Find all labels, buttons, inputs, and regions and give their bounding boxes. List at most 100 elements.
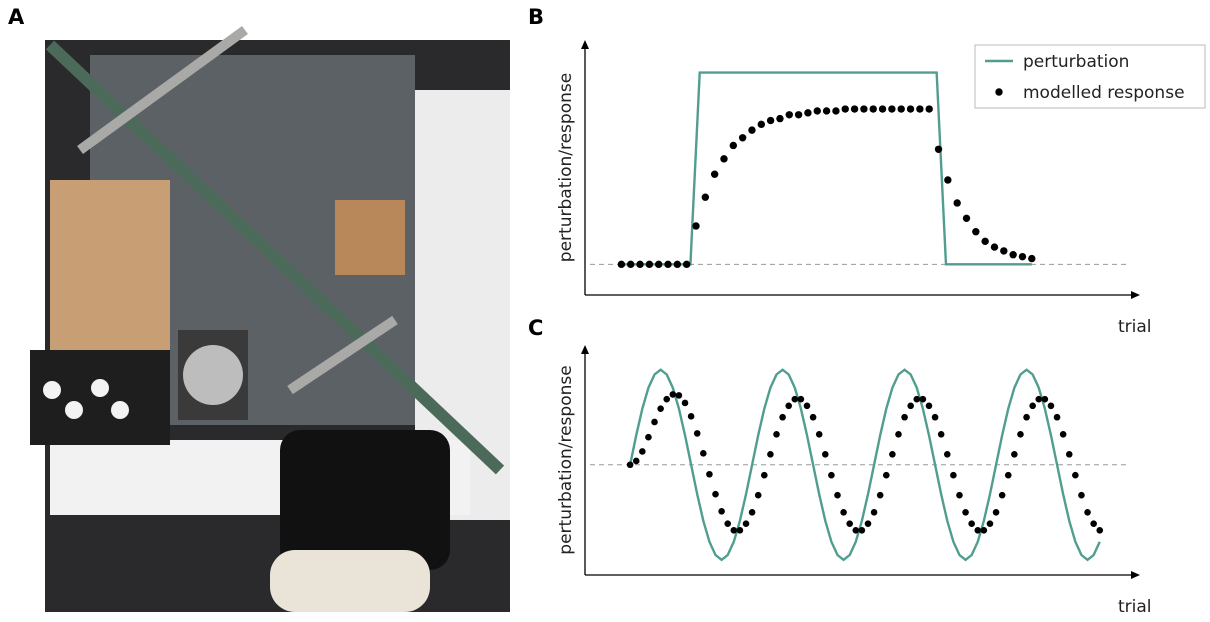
response-dot	[943, 450, 951, 458]
response-dot	[962, 214, 971, 223]
perturbation-line	[628, 368, 1101, 562]
response-dot	[1017, 431, 1024, 438]
response-dot	[729, 141, 738, 150]
response-dot	[657, 405, 664, 412]
response-dot	[712, 490, 719, 498]
response-dot	[776, 114, 784, 123]
button	[65, 401, 83, 419]
response-dot	[627, 260, 635, 269]
response-dot	[925, 105, 933, 113]
response-dot	[876, 491, 884, 499]
x-axis-label: trial	[1118, 317, 1152, 337]
response-dot	[990, 243, 999, 251]
photo	[30, 25, 510, 612]
response-dot	[720, 155, 728, 163]
response-dot	[1059, 431, 1067, 438]
response-dot	[809, 413, 817, 421]
response-dot	[1023, 413, 1030, 421]
response-dot	[841, 105, 849, 113]
response-dot	[934, 145, 943, 153]
response-dot	[632, 457, 640, 465]
response-dot	[654, 260, 663, 269]
panel-label: B	[528, 5, 544, 29]
strut	[77, 25, 248, 155]
response-dot	[846, 520, 853, 527]
response-dot	[718, 508, 725, 515]
response-dot	[813, 107, 821, 115]
response-dot	[724, 520, 732, 527]
response-dot	[864, 520, 872, 527]
response-dot	[860, 105, 868, 113]
response-dot	[1078, 491, 1085, 499]
response-dot	[639, 448, 646, 455]
response-dot	[980, 527, 988, 534]
response-dot	[1000, 247, 1008, 255]
response-dot	[953, 199, 961, 207]
response-dot	[617, 260, 626, 269]
x-axis-label: trial	[1118, 597, 1152, 617]
response-dot	[773, 431, 780, 438]
response-dot	[626, 461, 634, 469]
y-axis-arrow	[581, 40, 589, 49]
response-dot	[663, 395, 671, 403]
response-dot	[888, 105, 896, 113]
response-dot	[1011, 450, 1018, 458]
strut	[287, 315, 398, 395]
response-dot	[748, 126, 756, 134]
response-dot	[692, 222, 700, 230]
response-dot	[1028, 254, 1036, 263]
response-dot	[669, 391, 677, 398]
response-dot	[754, 491, 762, 499]
response-dot	[1035, 395, 1043, 403]
response-dot	[766, 116, 775, 125]
legend-box	[974, 44, 1206, 109]
response-dot	[785, 111, 793, 119]
x-axis-arrow	[1131, 571, 1140, 579]
response-dot	[1072, 471, 1079, 479]
response-dot	[1041, 395, 1049, 403]
response-dot	[956, 491, 963, 499]
response-dot	[1029, 402, 1036, 410]
response-dot	[897, 105, 905, 113]
response-dot	[803, 402, 811, 410]
response-dot	[1018, 252, 1027, 261]
button	[111, 401, 129, 419]
response-dot	[664, 260, 672, 269]
response-dot	[822, 107, 831, 115]
y-axis-label: perturbation/response	[556, 73, 576, 262]
response-dot	[681, 399, 689, 407]
response-dot	[1004, 471, 1012, 479]
response-dot	[869, 105, 877, 113]
response-dot	[870, 508, 878, 516]
panel-label: A	[8, 5, 25, 29]
response-dot	[730, 527, 738, 534]
response-dot	[1090, 520, 1097, 527]
response-dot	[736, 527, 744, 534]
response-dot	[882, 471, 890, 479]
response-dot	[986, 520, 994, 527]
response-dot	[895, 431, 902, 438]
response-dot	[700, 450, 707, 457]
wheel	[183, 345, 243, 405]
response-dot	[925, 402, 933, 410]
response-dot	[797, 395, 805, 403]
response-dot	[645, 433, 652, 441]
x-axis-arrow	[1131, 291, 1140, 299]
response-dot	[742, 520, 750, 527]
response-dot	[738, 134, 747, 142]
response-dot	[840, 508, 847, 516]
response-dot	[1096, 527, 1104, 534]
button	[43, 381, 61, 399]
response-dot	[1084, 508, 1091, 516]
headset	[270, 550, 430, 612]
response-dot	[794, 111, 803, 119]
response-dot	[687, 412, 695, 420]
response-dot	[693, 430, 701, 437]
box	[50, 180, 170, 360]
legend-swatch	[995, 88, 1003, 96]
response-dot	[998, 491, 1006, 499]
panel-label: C	[528, 316, 543, 340]
response-dot	[834, 491, 841, 499]
